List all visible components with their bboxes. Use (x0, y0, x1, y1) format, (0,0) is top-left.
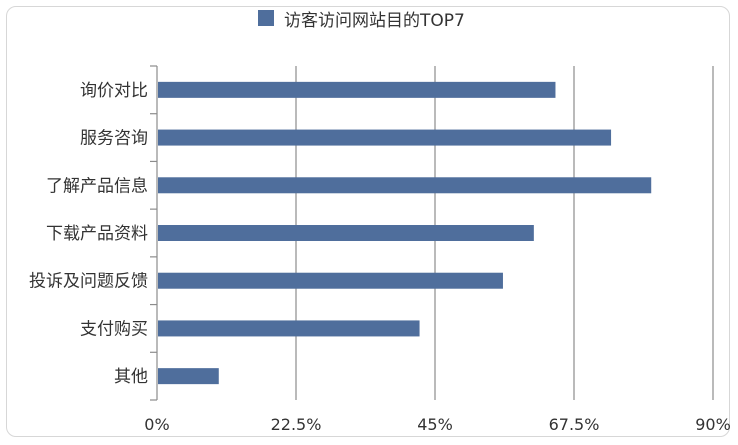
bar (158, 320, 420, 337)
category-label: 下载产品资料 (46, 224, 148, 244)
category-label: 询价对比 (80, 81, 148, 101)
x-tick-label: 22.5% (271, 415, 322, 434)
bar (158, 81, 556, 98)
bar (158, 272, 503, 289)
x-tick-label: 67.5% (549, 415, 600, 434)
category-label: 了解产品信息 (46, 176, 148, 196)
category-label: 支付购买 (80, 319, 148, 339)
x-tick-label: 0% (144, 415, 169, 434)
category-label: 其他 (114, 367, 148, 387)
category-label: 服务咨询 (80, 129, 148, 149)
bar (158, 368, 219, 385)
legend-label: 访客访问网站目的TOP7 (284, 10, 465, 31)
x-tick-label: 45% (417, 415, 453, 434)
bar (158, 177, 652, 194)
x-tick-label: 90% (695, 415, 731, 434)
chart-frame (6, 6, 730, 437)
bar (158, 225, 534, 241)
legend: 访客访问网站目的TOP7 (258, 6, 465, 31)
bar (158, 129, 612, 146)
legend-swatch (258, 10, 274, 26)
category-label: 投诉及问题反馈 (29, 272, 148, 292)
